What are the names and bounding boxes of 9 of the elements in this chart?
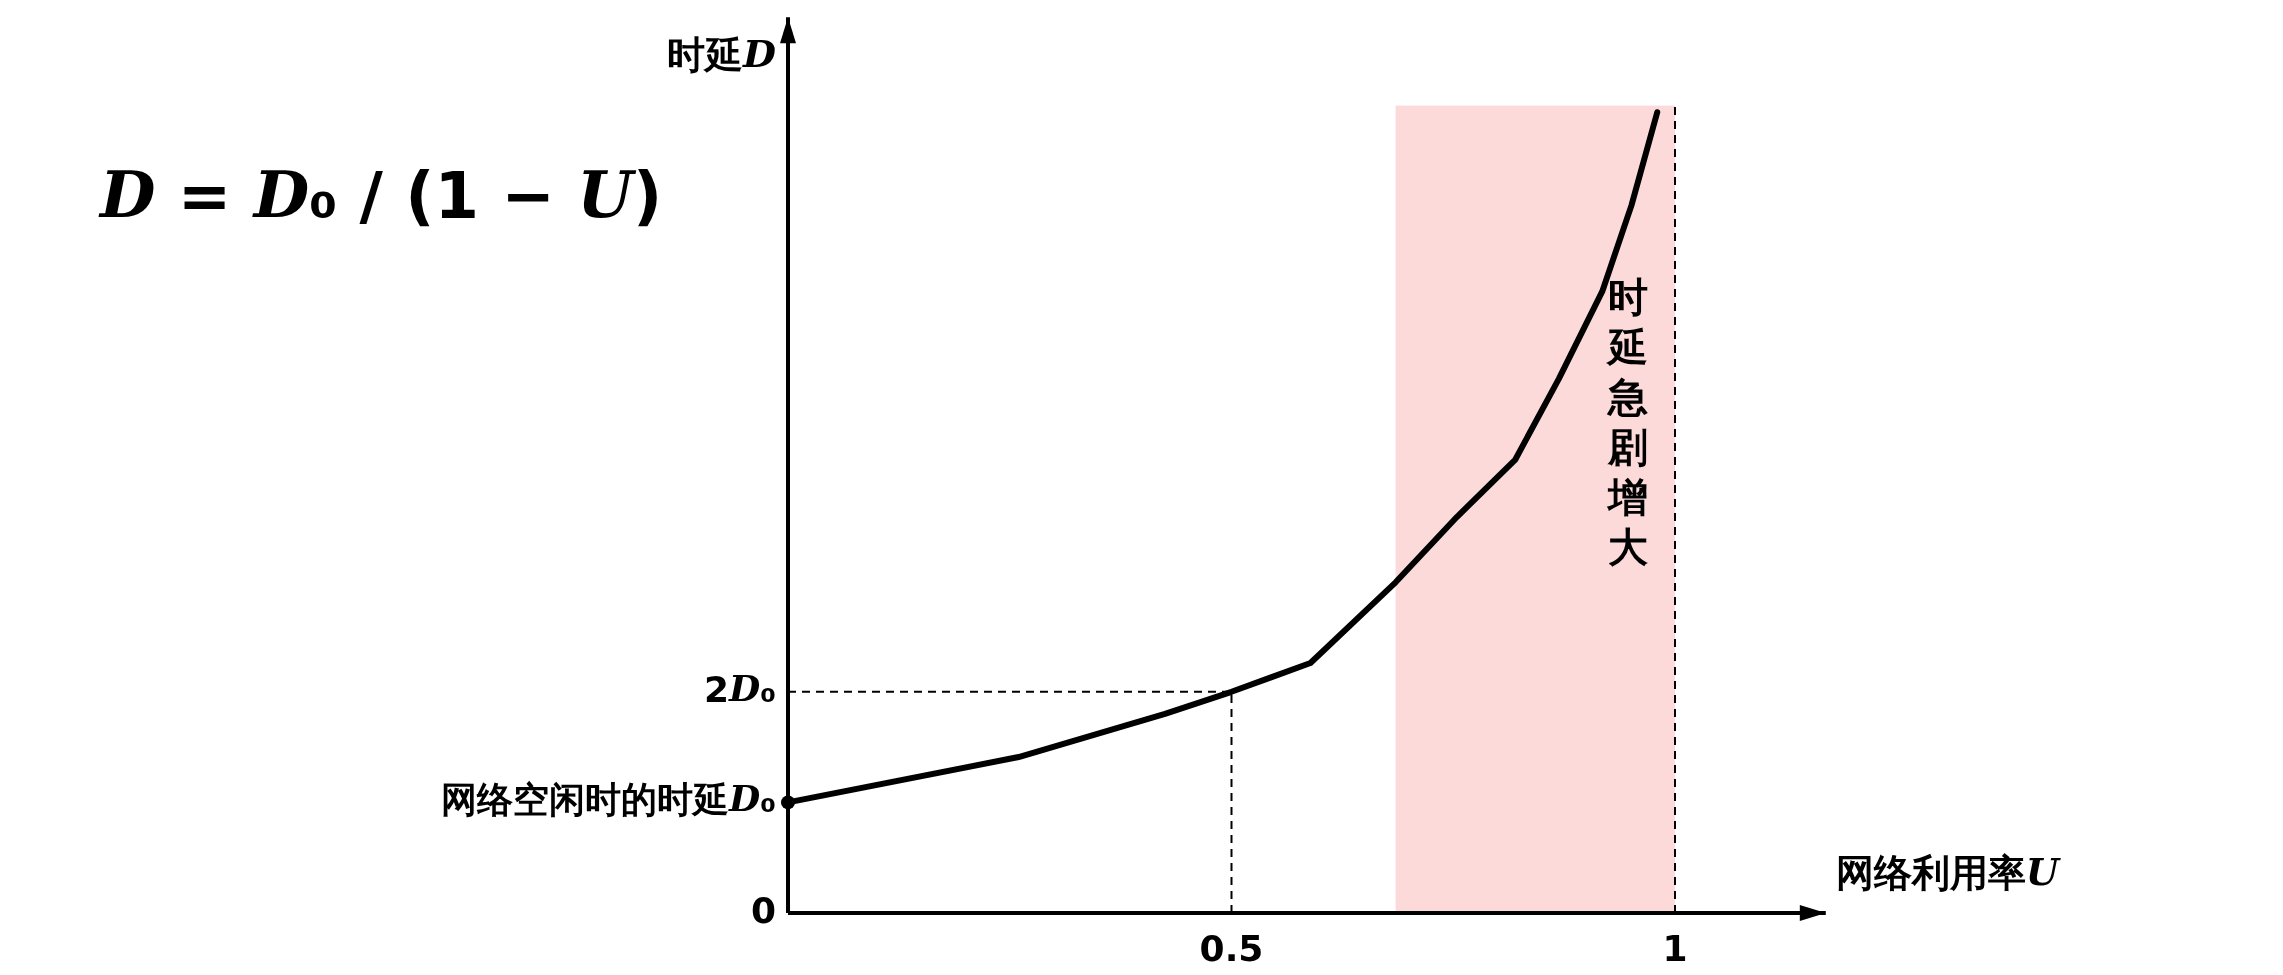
band-label: 时延急剧增大 xyxy=(1604,274,1648,570)
x-axis-title: 网络利用率U xyxy=(1835,848,2062,895)
y-tick-label: 网络空闲时的时延D₀ xyxy=(441,777,776,821)
y-axis-title: 时延D xyxy=(667,30,777,77)
y-tick-label: 0 xyxy=(750,890,776,931)
text: D = D₀ / (1 − U) xyxy=(98,156,663,233)
y-tick-label: 2D₀ xyxy=(703,666,776,710)
x-tick-label: 0.5 xyxy=(1199,928,1264,969)
x-tick-label: 1 xyxy=(1662,928,1688,969)
